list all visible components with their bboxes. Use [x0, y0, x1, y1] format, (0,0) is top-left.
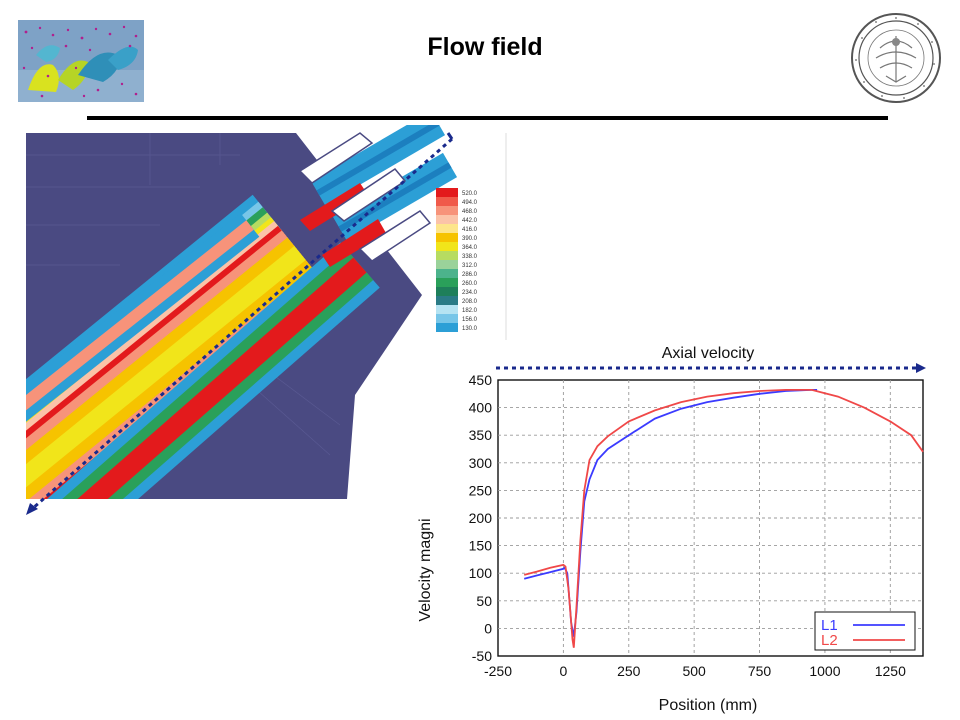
jet-axis-arrowhead [26, 503, 38, 515]
legend-level-label: 442.0 [462, 218, 478, 224]
y-tick-label: 250 [469, 482, 493, 498]
series-line-l2 [523, 389, 924, 648]
legend-level-label: 416.0 [462, 227, 478, 233]
flow-field-contour-plot [26, 125, 507, 515]
legend-swatch [436, 197, 458, 206]
y-tick-label: 450 [469, 372, 493, 388]
legend-label-l2: L2 [821, 632, 838, 649]
legend-level-label: 520.0 [462, 191, 478, 197]
legend-level-label: 208.0 [462, 299, 478, 305]
legend-swatch [436, 233, 458, 242]
x-tick-label: 1250 [875, 663, 906, 679]
chart-x-axis-label: Position (mm) [659, 697, 758, 714]
legend-level-label: 286.0 [462, 272, 478, 278]
chart-series [523, 389, 924, 648]
x-tick-label: -250 [484, 663, 512, 679]
y-tick-label: 100 [469, 565, 493, 581]
legend-swatch [436, 188, 458, 197]
legend-label-l1: L1 [821, 617, 838, 634]
chart-tick-labels: -50 0 50 100 150 200 250 300 350 400 450 -250 0 250 50… [469, 372, 906, 679]
y-tick-label: 400 [469, 400, 493, 416]
y-tick-label: 150 [469, 538, 493, 554]
legend-level-label: 182.0 [462, 308, 478, 314]
chart-grid [497, 379, 924, 657]
university-seal-logo [851, 13, 941, 103]
chart-top-guide-arrowhead [916, 363, 926, 373]
chart-y-axis-label: Velocity magni [417, 518, 434, 621]
contour-color-legend: 520.0 494.0 468.0 442.0 416.0 390.0 364.0 338.0… [436, 188, 478, 332]
legend-level-label: 390.0 [462, 236, 478, 242]
chart-title: Axial velocity [662, 345, 754, 362]
legend-level-label: 260.0 [462, 281, 478, 287]
legend-swatch [436, 206, 458, 215]
legend-swatch [436, 224, 458, 233]
legend-swatch [436, 296, 458, 305]
legend-swatch [436, 314, 458, 323]
title-divider [87, 116, 888, 120]
legend-level-label: 234.0 [462, 290, 478, 296]
x-tick-label: 250 [617, 663, 641, 679]
x-tick-label: 0 [559, 663, 567, 679]
legend-swatch [436, 251, 458, 260]
legend-swatch [436, 278, 458, 287]
y-tick-label: 300 [469, 455, 493, 471]
y-tick-label: 50 [476, 593, 492, 609]
legend-level-label: 130.0 [462, 326, 478, 332]
legend-level-label: 364.0 [462, 245, 478, 251]
legend-level-label: 156.0 [462, 317, 478, 323]
series-line-l1 [523, 389, 818, 637]
legend-swatch [436, 269, 458, 278]
legend-swatch [436, 242, 458, 251]
legend-swatch [436, 305, 458, 314]
x-tick-label: 1000 [809, 663, 840, 679]
x-tick-label: 750 [748, 663, 772, 679]
legend-swatch [436, 215, 458, 224]
y-tick-label: 350 [469, 427, 493, 443]
x-tick-label: 500 [682, 663, 706, 679]
legend-level-label: 312.0 [462, 263, 478, 269]
legend-level-label: 494.0 [462, 200, 478, 206]
legend-swatch [436, 260, 458, 269]
legend-swatch [436, 323, 458, 332]
y-tick-label: 200 [469, 510, 493, 526]
jet-axis-guide-line [31, 137, 453, 511]
y-tick-label: 0 [484, 620, 492, 636]
simulation-thumbnail-image [18, 20, 144, 102]
axial-velocity-chart: Axial velocity Position (mm) Velocity ma… [417, 345, 926, 714]
legend-level-label: 338.0 [462, 254, 478, 260]
legend-swatch [436, 287, 458, 296]
y-tick-label: -50 [472, 648, 492, 664]
page-title: Flow field [427, 33, 543, 61]
legend-box [814, 611, 916, 651]
legend-level-label: 468.0 [462, 209, 478, 215]
